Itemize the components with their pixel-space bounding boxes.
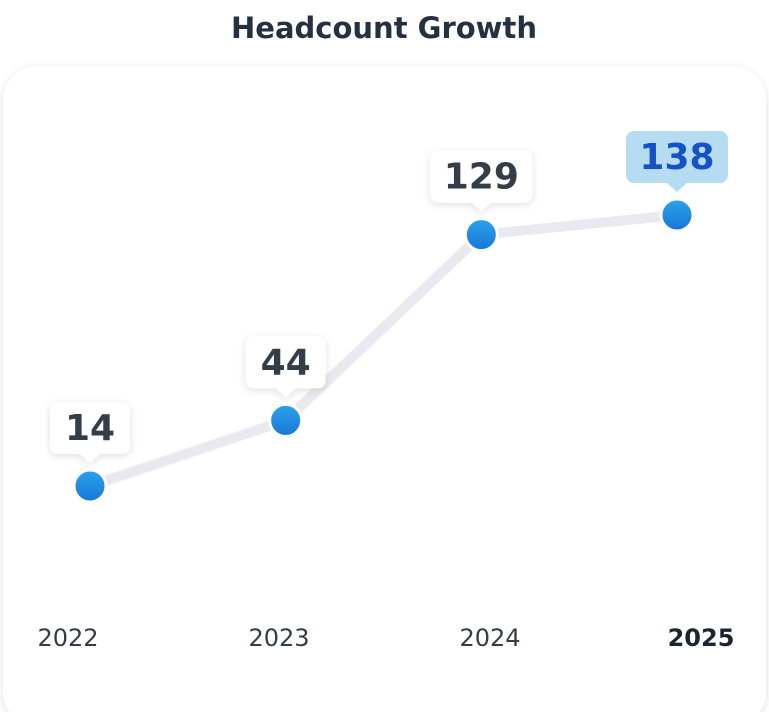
label-box — [245, 336, 326, 398]
point — [72, 468, 108, 504]
line — [85, 210, 682, 491]
x-tick-label: 2023 — [248, 624, 309, 652]
chart-title: Headcount Growth — [231, 11, 537, 45]
x-tick-label: 2025 — [668, 624, 735, 652]
label-box — [50, 402, 130, 463]
x-tick-label: 2022 — [37, 624, 98, 652]
value-label: 44 — [261, 342, 311, 383]
label-box — [626, 131, 728, 192]
value-label: 138 — [639, 137, 714, 178]
point — [463, 217, 499, 253]
value-label: 129 — [444, 157, 519, 198]
x-tick-label: 2024 — [459, 624, 520, 652]
value-label: 14 — [65, 408, 115, 449]
label-box — [430, 150, 533, 212]
point — [659, 197, 695, 233]
point — [268, 402, 304, 438]
